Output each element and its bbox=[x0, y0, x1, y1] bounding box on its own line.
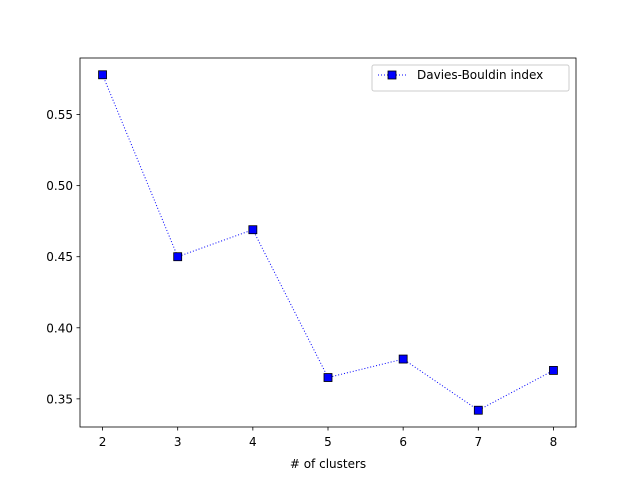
x-tick-label: 8 bbox=[550, 435, 558, 449]
data-point bbox=[98, 70, 107, 80]
x-tick-label: 7 bbox=[474, 435, 482, 449]
x-tick-label: 6 bbox=[399, 435, 407, 449]
x-tick-label: 5 bbox=[324, 435, 332, 449]
data-point bbox=[473, 405, 483, 415]
x-axis-label: # of clusters bbox=[290, 457, 366, 471]
legend-box bbox=[371, 64, 570, 92]
y-tick-label: 0.35 bbox=[46, 392, 73, 406]
data-point bbox=[549, 366, 558, 375]
legend-label: Davies-Bouldin index bbox=[417, 68, 543, 82]
y-tick-label: 0.55 bbox=[46, 108, 73, 122]
x-tick-label: 4 bbox=[249, 435, 257, 449]
x-tick-label: 2 bbox=[99, 435, 107, 449]
legend: Davies-Bouldin index bbox=[371, 64, 570, 92]
plot-area bbox=[98, 70, 558, 415]
x-axis: 2 3 4 5 6 7 8 bbox=[99, 427, 558, 449]
y-tick-label: 0.40 bbox=[46, 321, 73, 335]
y-tick-label: 0.45 bbox=[46, 250, 73, 264]
data-point bbox=[248, 225, 258, 235]
data-point bbox=[173, 252, 183, 262]
y-axis: 0.35 0.40 0.45 0.50 0.55 bbox=[46, 108, 80, 406]
legend-marker bbox=[387, 70, 397, 80]
y-tick-label: 0.50 bbox=[46, 179, 73, 193]
x-tick-label: 3 bbox=[174, 435, 182, 449]
data-point bbox=[398, 354, 408, 364]
data-point bbox=[323, 373, 333, 382]
